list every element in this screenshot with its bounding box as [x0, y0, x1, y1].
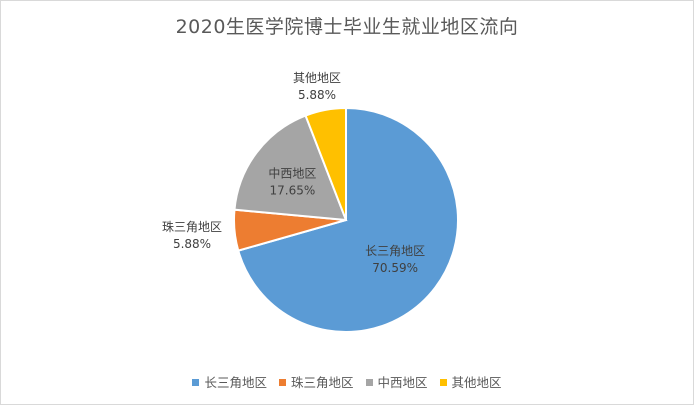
label-zhusanjiao-value: 5.88%: [173, 237, 211, 251]
label-zhongxi-value: 17.65%: [269, 183, 315, 197]
slice-changsanjiao: [237, 106, 459, 333]
legend-swatch: [439, 379, 447, 386]
slice-zhongxi: [233, 114, 348, 222]
label-changsanjiao-value: 70.59%: [372, 261, 418, 275]
label-changsanjiao-category: 长三角地区: [365, 244, 425, 258]
label-zhongxi: 中西地区 17.65%: [268, 165, 316, 197]
legend-swatch: [365, 379, 373, 386]
legend-swatch: [278, 379, 286, 386]
legend-swatch: [192, 379, 200, 386]
legend-label: 珠三角地区: [290, 375, 354, 390]
legend-label: 其他地区: [451, 375, 502, 390]
label-zhusanjiao-category: 珠三角地区: [162, 220, 222, 234]
slice-qita: [304, 106, 347, 221]
label-zhusanjiao: 珠三角地区 5.88%: [162, 220, 222, 251]
label-changsanjiao: 长三角地区 70.59%: [365, 244, 425, 275]
label-qita-value: 5.88%: [298, 88, 336, 102]
label-qita-category: 其他地区: [293, 71, 341, 85]
legend-item-zhusanjiao: 珠三角地区: [278, 372, 354, 391]
legend-label: 中西地区: [377, 375, 428, 390]
legend-label: 长三角地区: [204, 375, 267, 390]
chart-title: 2020生医学院博士毕业生就业地区流向: [175, 16, 519, 38]
chart-legend: 长三角地区 珠三角地区 中西地区 其他地区: [0, 372, 694, 391]
legend-item-changsanjiao: 长三角地区: [192, 372, 267, 391]
label-zhongxi-category: 中西地区: [268, 165, 316, 180]
legend-item-qita: 其他地区: [439, 372, 502, 391]
legend-item-zhongxi: 中西地区: [365, 372, 428, 391]
label-qita: 其他地区 5.88%: [293, 71, 341, 102]
